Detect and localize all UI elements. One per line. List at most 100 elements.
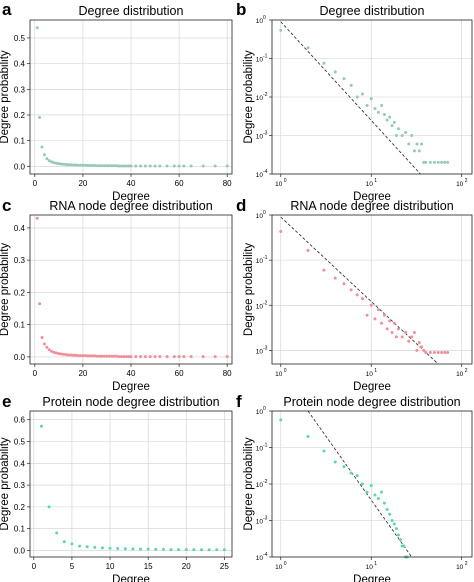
data-point <box>360 482 364 486</box>
data-point <box>54 351 58 355</box>
y-tick-label: 0.4 <box>14 60 26 69</box>
data-point <box>400 335 404 339</box>
data-point <box>376 308 380 312</box>
data-point <box>390 519 394 522</box>
data-point <box>139 547 143 551</box>
data-point <box>115 164 119 168</box>
panel-b: 10 0 10 1 10 210 -410 -310 -210 -110 0b Degree dist… <box>236 0 473 203</box>
data-point <box>139 164 143 168</box>
data-point <box>213 355 217 359</box>
y-tick-label: 10 <box>256 348 264 355</box>
data-point <box>146 547 150 551</box>
data-point <box>134 355 138 359</box>
y-tick-label: 0.1 <box>14 525 26 534</box>
data-point <box>91 354 95 358</box>
data-point <box>322 449 326 453</box>
y-tick-label: 10 <box>256 303 264 310</box>
data-point <box>103 164 107 168</box>
data-point <box>192 548 196 552</box>
x-tick-label: 20 <box>78 179 87 188</box>
data-point <box>177 355 181 359</box>
data-point <box>201 355 205 359</box>
data-point <box>410 134 414 137</box>
data-point <box>436 350 440 354</box>
y-tick-exponent: -3 <box>263 131 268 137</box>
data-point <box>105 164 109 168</box>
data-point <box>184 548 188 552</box>
data-point <box>161 547 165 551</box>
panel-title: Degree distribution <box>79 4 184 18</box>
data-point <box>78 544 82 548</box>
data-point <box>91 164 95 168</box>
data-point <box>422 348 426 352</box>
data-point <box>306 46 310 50</box>
y-tick-label: 0.2 <box>14 288 26 297</box>
data-point <box>424 350 428 354</box>
data-point <box>373 107 377 111</box>
data-point <box>207 548 211 552</box>
data-point <box>360 92 364 96</box>
y-tick-exponent: -2 <box>263 479 268 485</box>
data-point <box>412 330 416 334</box>
data-point <box>415 142 419 146</box>
y-tick-label: 10 <box>256 555 264 562</box>
panel-title: RNA node degree distribution <box>49 199 212 213</box>
data-point <box>95 164 99 168</box>
data-point <box>45 157 49 161</box>
data-point <box>201 164 205 168</box>
data-point <box>279 28 283 32</box>
data-point <box>189 355 193 359</box>
y-tick-label: 0.4 <box>14 224 26 233</box>
y-tick-label: 10 <box>256 446 264 453</box>
data-point <box>143 355 147 359</box>
data-point <box>177 548 181 552</box>
data-point <box>112 354 116 358</box>
data-point <box>115 354 119 358</box>
data-point <box>373 317 377 321</box>
y-axis-label: Degree probability <box>243 437 255 531</box>
data-point <box>129 164 133 168</box>
panel-c: 0 20 40 60 80 0.0 0.1 0.2 0.3 0.4c RNA node degree… <box>0 196 233 393</box>
data-point <box>57 352 61 356</box>
y-tick-exponent: -3 <box>263 516 268 522</box>
data-point <box>112 164 116 168</box>
data-point <box>38 116 42 120</box>
y-tick-exponent: 0 <box>263 406 266 412</box>
data-point <box>394 527 398 531</box>
data-point <box>417 340 421 344</box>
data-point <box>122 164 126 168</box>
data-point <box>428 350 432 354</box>
data-point <box>388 512 392 516</box>
y-tick-label: 0.1 <box>14 321 26 330</box>
data-point <box>432 350 436 354</box>
data-point <box>93 354 97 358</box>
data-point <box>404 130 408 134</box>
x-tick-label: 20 <box>78 369 87 378</box>
data-point <box>153 355 157 359</box>
data-point <box>420 142 424 146</box>
x-tick-label: 60 <box>175 369 184 378</box>
data-point <box>365 490 369 494</box>
data-point <box>59 352 63 356</box>
data-point <box>110 164 114 168</box>
x-tick-label: 80 <box>223 179 232 188</box>
panel-title: Protein node degree distribution <box>283 395 460 409</box>
x-tick-label: 40 <box>127 179 136 188</box>
data-point <box>71 353 75 357</box>
x-tick-exponent: 0 <box>284 178 287 184</box>
data-point <box>446 350 450 354</box>
data-point <box>443 350 447 354</box>
data-point <box>165 355 169 359</box>
data-point <box>172 164 176 168</box>
data-point <box>42 153 46 157</box>
y-tick-label: 0.5 <box>14 438 26 447</box>
y-tick-label: 0.6 <box>14 416 26 425</box>
data-point <box>64 163 68 167</box>
data-point <box>342 465 346 469</box>
y-tick-exponent: -4 <box>263 169 268 175</box>
data-point <box>116 547 120 551</box>
data-point <box>66 353 70 357</box>
data-point <box>127 355 131 359</box>
x-tick-exponent: 0 <box>284 368 287 374</box>
data-point <box>420 345 424 349</box>
